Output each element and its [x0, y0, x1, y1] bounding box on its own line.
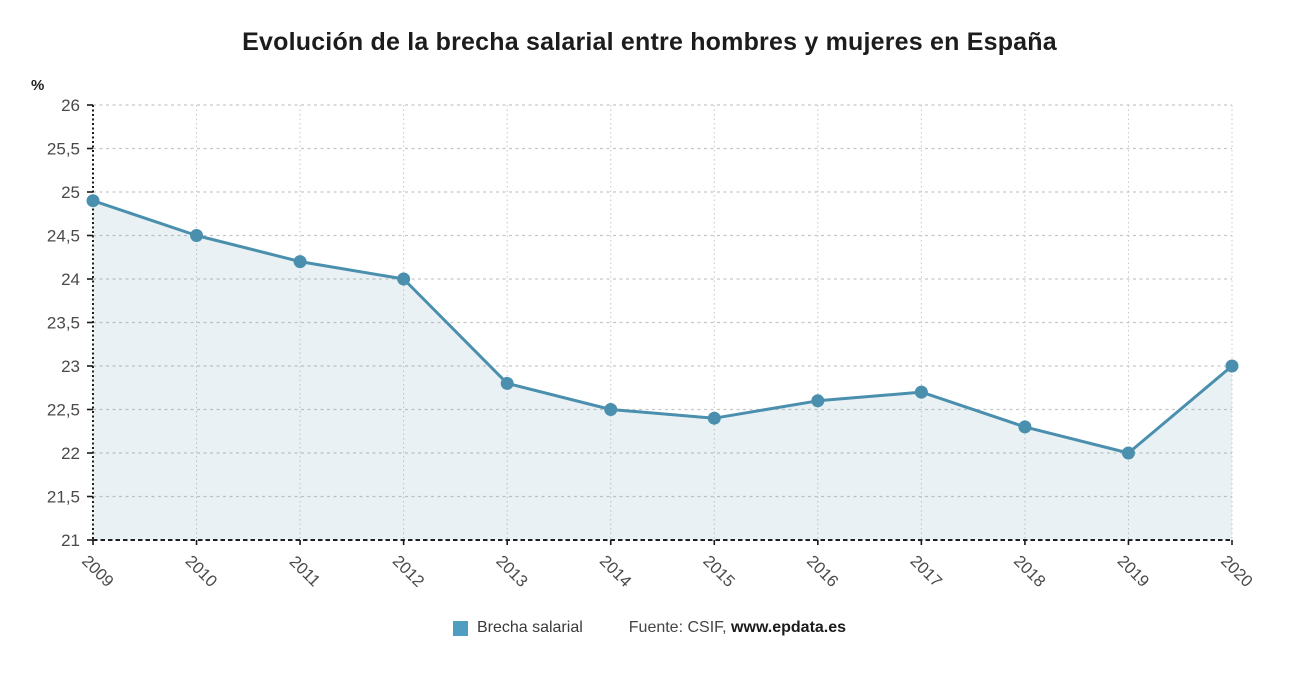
data-point-2014 — [604, 403, 618, 416]
y-axis-tick-label: 23 — [61, 357, 80, 376]
data-point-2016 — [811, 394, 825, 408]
data-point-2012 — [397, 272, 411, 286]
y-axis-tick-label: 23,5 — [47, 314, 80, 333]
data-point-2015 — [707, 411, 721, 425]
source-prefix: Fuente: CSIF, — [628, 619, 727, 636]
y-axis-unit-label: % — [31, 77, 45, 94]
y-axis-tick-label: 21,5 — [47, 488, 80, 507]
x-axis-tick-label: 2017 — [907, 552, 946, 591]
data-point-2018 — [1018, 420, 1032, 434]
y-axis-tick-label: 25 — [61, 183, 80, 202]
x-axis-tick-label: 2019 — [1114, 552, 1153, 591]
x-axis-tick-label: 2010 — [182, 552, 221, 591]
x-axis-tick-label: 2016 — [803, 552, 842, 591]
data-point-2011 — [293, 255, 307, 269]
y-axis-tick-label: 24,5 — [47, 227, 80, 246]
data-point-2013 — [500, 376, 514, 390]
chart-title: Evolución de la brecha salarial entre ho… — [242, 28, 1057, 56]
x-axis-tick-label: 2013 — [492, 552, 531, 591]
x-axis-tick-label: 2020 — [1217, 552, 1256, 591]
legend-swatch-icon — [452, 620, 468, 636]
source-url: www.epdata.es — [731, 619, 847, 636]
x-axis-tick-label: 2014 — [596, 552, 635, 591]
y-axis-tick-label: 22 — [61, 444, 80, 463]
data-point-2009 — [86, 194, 100, 208]
y-axis-tick-label: 24 — [61, 270, 80, 289]
y-axis-tick-label: 26 — [61, 96, 80, 115]
series-line-brecha-salarial — [92, 199, 1233, 455]
data-point-2017 — [914, 385, 928, 399]
legend-item-brecha-salarial: Brecha salarial — [452, 619, 583, 637]
y-axis-tick-label: 21 — [61, 531, 80, 550]
data-point-2019 — [1121, 446, 1135, 460]
data-point-2020 — [1225, 359, 1239, 373]
x-axis-tick-label: 2011 — [286, 553, 324, 591]
x-axis-tick-label: 2015 — [699, 552, 738, 591]
x-axis-tick-label: 2012 — [389, 552, 428, 591]
y-axis-tick-label: 22,5 — [47, 401, 80, 420]
chart-footer: Brecha salarial Fuente: CSIF, www.epdata… — [0, 619, 1299, 637]
data-point-2010 — [190, 229, 204, 242]
legend-label: Brecha salarial — [476, 619, 583, 636]
y-axis-tick-label: 25,5 — [47, 140, 80, 159]
source-attribution: Fuente: CSIF, www.epdata.es — [629, 619, 846, 637]
x-axis-tick-label: 2018 — [1010, 552, 1049, 591]
x-axis-tick-label: 2009 — [78, 552, 117, 591]
